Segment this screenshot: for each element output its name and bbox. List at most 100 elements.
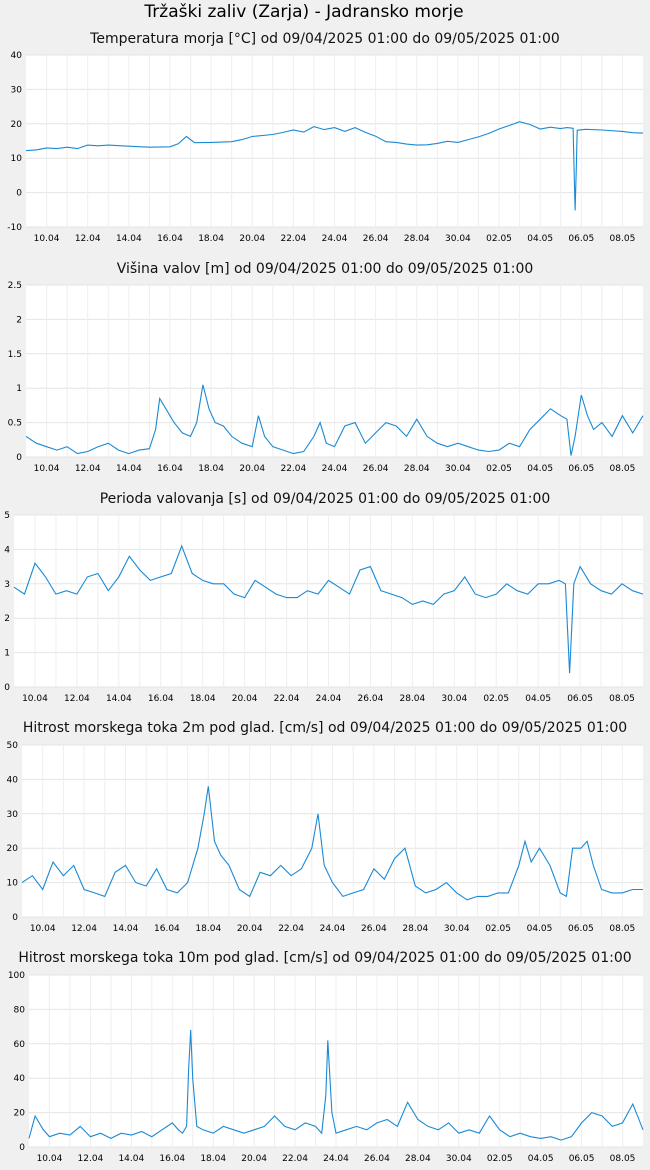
- chart-title: Temperatura morja [°C] od 09/04/2025 01:…: [90, 31, 560, 47]
- x-tick-label: 04.05: [527, 464, 553, 474]
- x-tick-label: 04.05: [527, 234, 553, 244]
- x-tick-label: 10.04: [22, 694, 48, 704]
- y-tick-label: 1: [4, 649, 10, 659]
- x-tick-label: 06.05: [569, 1154, 595, 1164]
- y-tick-label: 20: [14, 1109, 26, 1119]
- y-tick-label: 4: [4, 545, 10, 555]
- x-tick-label: 14.04: [106, 694, 132, 704]
- x-tick-label: 28.04: [405, 1154, 431, 1164]
- x-tick-label: 12.04: [71, 924, 97, 934]
- x-tick-label: 02.05: [485, 924, 511, 934]
- x-tick-label: 18.04: [195, 924, 221, 934]
- x-tick-label: 10.04: [37, 1154, 63, 1164]
- x-tick-label: 10.04: [34, 234, 60, 244]
- x-tick-label: 20.04: [237, 924, 263, 934]
- x-tick-label: 24.04: [322, 234, 348, 244]
- y-tick-label: 60: [14, 1040, 26, 1050]
- y-tick-label: -10: [7, 223, 22, 233]
- x-tick-label: 12.04: [78, 1154, 104, 1164]
- x-tick-label: 28.04: [404, 464, 430, 474]
- x-tick-label: 24.04: [322, 464, 348, 474]
- x-tick-label: 14.04: [116, 234, 142, 244]
- x-tick-label: 04.05: [528, 1154, 554, 1164]
- x-tick-label: 12.04: [64, 694, 90, 704]
- series-line: [28, 1029, 644, 1141]
- x-tick-label: 06.05: [568, 234, 594, 244]
- x-tick-label: 12.04: [75, 234, 101, 244]
- chart-title: Višina valov [m] od 09/04/2025 01:00 do …: [116, 261, 534, 277]
- y-tick-label: 50: [7, 741, 19, 751]
- x-tick-label: 30.04: [444, 924, 470, 934]
- x-tick-label: 22.04: [280, 234, 306, 244]
- x-tick-label: 16.04: [157, 464, 183, 474]
- y-tick-label: 0: [12, 913, 18, 923]
- x-tick-label: 28.04: [402, 924, 428, 934]
- y-tick-label: 0: [16, 189, 22, 199]
- x-tick-label: 18.04: [198, 234, 224, 244]
- x-tick-label: 14.04: [116, 464, 142, 474]
- y-tick-label: 100: [8, 971, 25, 981]
- x-tick-label: 22.04: [278, 924, 304, 934]
- y-tick-label: 40: [14, 1074, 26, 1084]
- y-tick-label: 0: [19, 1143, 25, 1153]
- x-tick-label: 20.04: [239, 234, 265, 244]
- x-tick-label: 14.04: [113, 924, 139, 934]
- x-tick-label: 18.04: [200, 1154, 226, 1164]
- x-tick-label: 30.04: [446, 1154, 472, 1164]
- x-tick-label: 28.04: [404, 234, 430, 244]
- y-tick-label: 30: [7, 810, 19, 820]
- y-tick-label: 40: [11, 51, 23, 61]
- x-tick-label: 28.04: [399, 694, 425, 704]
- x-tick-label: 24.04: [323, 1154, 349, 1164]
- y-tick-label: 2.5: [8, 281, 22, 291]
- x-tick-label: 16.04: [159, 1154, 185, 1164]
- x-tick-label: 26.04: [363, 234, 389, 244]
- x-tick-label: 30.04: [441, 694, 467, 704]
- x-tick-label: 02.05: [486, 234, 512, 244]
- x-tick-label: 30.04: [445, 464, 471, 474]
- y-tick-label: 80: [14, 1005, 26, 1015]
- y-tick-label: 2: [4, 614, 10, 624]
- x-tick-label: 08.05: [610, 1154, 636, 1164]
- page-title: Tržaški zaliv (Zarja) - Jadransko morje: [144, 2, 464, 22]
- x-tick-label: 30.04: [445, 234, 471, 244]
- chart-title: Hitrost morskega toka 2m pod glad. [cm/s…: [22, 720, 628, 736]
- series-line: [25, 384, 644, 456]
- x-tick-label: 14.04: [118, 1154, 144, 1164]
- x-tick-label: 22.04: [274, 694, 300, 704]
- x-tick-label: 20.04: [239, 464, 265, 474]
- x-tick-label: 24.04: [320, 924, 346, 934]
- y-tick-label: 3: [4, 580, 10, 590]
- y-tick-label: 10: [7, 879, 19, 889]
- y-tick-label: 5: [4, 511, 10, 521]
- x-tick-label: 16.04: [154, 924, 180, 934]
- series-line: [13, 544, 644, 674]
- y-tick-label: 0: [4, 683, 10, 693]
- series-line: [21, 786, 643, 901]
- x-tick-label: 18.04: [190, 694, 216, 704]
- x-tick-label: 20.04: [232, 694, 258, 704]
- y-tick-label: 0.5: [8, 419, 22, 429]
- x-tick-label: 16.04: [148, 694, 174, 704]
- x-tick-label: 10.04: [34, 464, 60, 474]
- y-tick-label: 1: [16, 384, 22, 394]
- x-tick-label: 24.04: [316, 694, 342, 704]
- x-tick-label: 18.04: [198, 464, 224, 474]
- x-tick-label: 06.05: [568, 924, 594, 934]
- x-tick-label: 06.05: [567, 694, 593, 704]
- x-tick-label: 26.04: [364, 1154, 390, 1164]
- y-tick-label: 20: [11, 120, 23, 130]
- x-tick-label: 20.04: [241, 1154, 267, 1164]
- x-tick-label: 06.05: [568, 464, 594, 474]
- x-tick-label: 22.04: [282, 1154, 308, 1164]
- y-tick-label: 10: [11, 154, 23, 164]
- x-tick-label: 08.05: [610, 464, 636, 474]
- x-tick-label: 26.04: [363, 464, 389, 474]
- x-tick-label: 22.04: [280, 464, 306, 474]
- x-tick-label: 26.04: [358, 694, 384, 704]
- y-tick-label: 2: [16, 315, 22, 325]
- x-tick-label: 26.04: [361, 924, 387, 934]
- x-tick-label: 08.05: [610, 234, 636, 244]
- x-tick-label: 08.05: [609, 694, 635, 704]
